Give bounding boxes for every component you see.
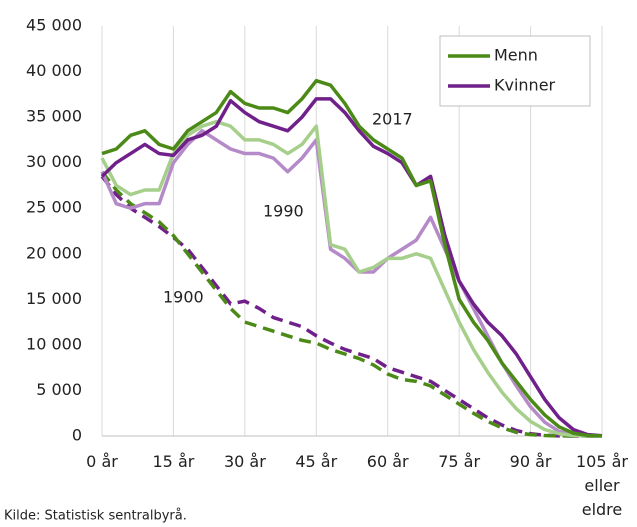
source: Kilde: Statistisk sentralbyrå. [4,509,187,524]
series-line [100,170,602,438]
y-tick-label: 15 000 [26,289,82,308]
x-tick-label: 0 år [86,452,118,471]
x-tick-label: 90 år [510,452,552,471]
annotation: 2017 [372,110,413,129]
x-tick-label: 15 år [153,452,195,471]
y-tick-label: 5 000 [36,380,82,399]
series-line [100,175,602,438]
y-tick-label: 25 000 [26,198,82,217]
series-line [100,119,603,438]
legend-box [439,35,591,107]
y-tick-label: 45 000 [26,16,82,35]
legend-label: Menn [494,46,538,65]
y-tick-label: 20 000 [26,243,82,262]
y-tick-label: 35 000 [26,107,82,126]
series-line [101,78,603,438]
annotation: 1990 [263,202,304,221]
y-tick-label: 10 000 [26,334,82,353]
series-line [100,129,603,438]
x-tick-label: 45 år [295,452,337,471]
annotation: 1900 [163,288,204,307]
x-tick-label: 75 år [438,452,480,471]
y-tick-label: 30 000 [26,152,82,171]
x-tick-label: 60 år [367,452,409,471]
y-tick-label: 40 000 [26,61,82,80]
x-tick-label: 105 år eller eldre [576,452,628,519]
x-tick-label: 30 år [224,452,266,471]
y-tick-label: 0 [72,426,82,445]
legend-label: Kvinner [494,76,556,95]
series-line [100,97,603,438]
